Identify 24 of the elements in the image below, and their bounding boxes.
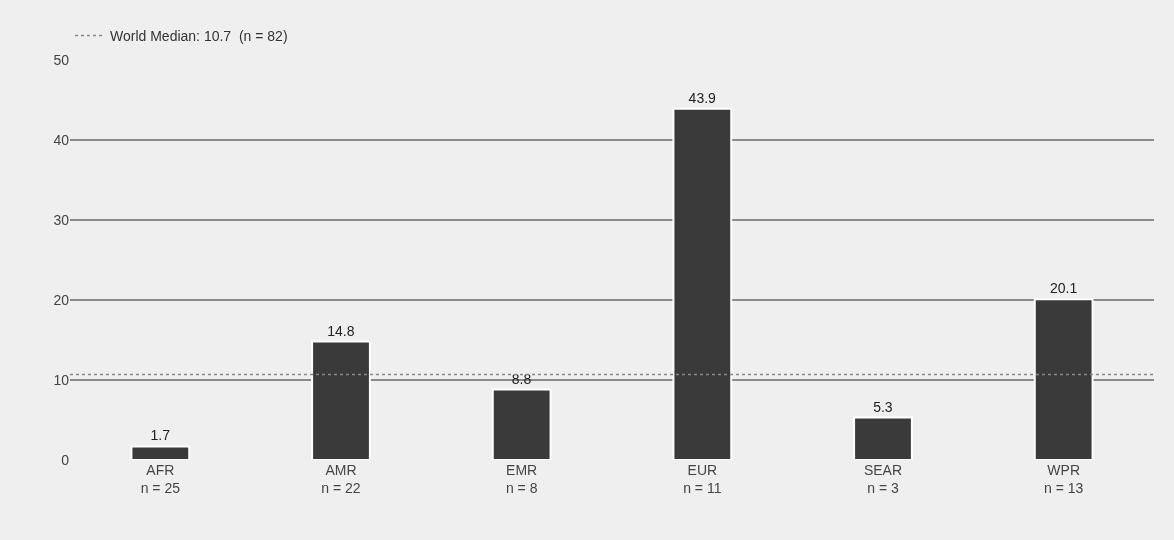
bar	[130, 445, 191, 460]
legend-label: World Median: 10.7 (n = 82)	[110, 28, 288, 45]
data-label: 5.3	[873, 398, 893, 415]
bar	[672, 107, 733, 460]
bar	[311, 340, 371, 460]
y-tick-label: 50	[53, 51, 70, 68]
y-tick-label: 0	[61, 451, 70, 468]
y-tick-label: 30	[53, 211, 70, 228]
x-tick-label: WPR n = 13	[1044, 462, 1084, 497]
data-label: 20.1	[1049, 280, 1078, 297]
x-tick-label: EUR n = 11	[683, 462, 722, 497]
y-tick-label: 10	[53, 371, 70, 388]
x-tick-label: SEAR n = 3	[863, 462, 903, 497]
x-tick-label: EMR n = 8	[505, 462, 538, 497]
data-label: 14.8	[327, 322, 355, 339]
x-tick-label: AMR n = 22	[321, 462, 361, 497]
bar	[1033, 298, 1094, 460]
x-tick-label: AFR n = 25	[140, 462, 181, 497]
bar	[853, 416, 913, 460]
bar	[491, 388, 552, 460]
y-tick-label: 40	[53, 131, 70, 148]
data-label: 43.9	[688, 89, 717, 106]
data-label: 1.7	[150, 427, 171, 444]
y-tick-label: 20	[53, 291, 70, 308]
